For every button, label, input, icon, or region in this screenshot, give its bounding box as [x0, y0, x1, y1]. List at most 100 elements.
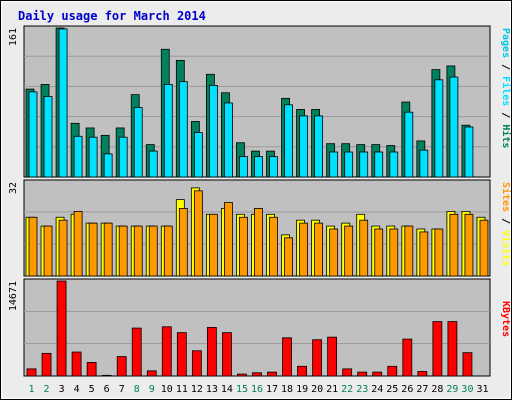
sites-bar — [148, 225, 158, 277]
x-tick-label: 25 — [386, 384, 398, 395]
x-tick-label: 19 — [296, 384, 308, 395]
kbytes-bar — [327, 336, 338, 377]
files-bar — [193, 132, 203, 178]
x-tick-label: 17 — [266, 384, 278, 395]
kbytes-bar — [176, 332, 187, 377]
x-tick-label: 2 — [44, 384, 50, 395]
kbytes-bar — [282, 337, 292, 377]
kbytes-bar — [252, 372, 262, 377]
x-tick-label: 31 — [476, 384, 488, 395]
sites-bar — [103, 222, 113, 277]
kbytes-bar — [297, 365, 307, 377]
kbytes-bar — [402, 338, 413, 377]
x-tick-label: 11 — [176, 384, 188, 395]
kbytes-bar — [372, 371, 383, 377]
files-bar — [133, 107, 143, 178]
sites-bar — [224, 202, 233, 277]
x-tick-label: 12 — [191, 384, 203, 395]
series-legend: Sites / Visits — [500, 182, 512, 266]
x-tick-label: 20 — [311, 384, 323, 395]
kbytes-bar — [71, 351, 82, 377]
x-tick-label: 26 — [401, 384, 413, 395]
files-bar — [404, 111, 414, 178]
kbytes-bar — [56, 280, 67, 377]
files-bar — [88, 136, 98, 178]
kbytes-bar — [116, 356, 127, 377]
files-bar — [359, 151, 369, 178]
legend-entry: / — [500, 106, 511, 124]
files-bar — [73, 135, 83, 178]
files-bar — [43, 96, 53, 178]
series-legend: KBytes — [500, 301, 511, 337]
kbytes-bar — [101, 374, 112, 377]
files-bar — [374, 151, 384, 178]
files-bar — [314, 115, 324, 178]
y-max-label: 14671 — [8, 281, 19, 311]
kbytes-bar — [447, 321, 458, 377]
x-tick-label: 18 — [281, 384, 293, 395]
kbytes-bar — [342, 368, 353, 377]
x-tick-label: 5 — [89, 384, 95, 395]
x-tick-label: 14 — [221, 384, 233, 395]
kbytes-bar — [267, 371, 277, 377]
files-bar — [254, 156, 263, 178]
kbytes-bar — [237, 373, 247, 377]
files-bar — [28, 91, 38, 178]
x-tick-label: 15 — [236, 384, 248, 395]
kbytes-bar — [41, 352, 52, 377]
legend-entry: Hits — [500, 124, 512, 148]
kbytes-bar — [86, 362, 97, 377]
files-bar — [284, 104, 293, 178]
files-bar — [329, 151, 339, 178]
files-bar — [103, 153, 113, 178]
kbytes-bar — [432, 321, 443, 377]
sites-bar — [28, 216, 38, 277]
kbytes-bar — [191, 350, 202, 377]
legend-entry: / — [500, 58, 511, 76]
bars — [25, 27, 489, 377]
sites-bar — [163, 225, 173, 277]
files-bar — [163, 84, 173, 178]
x-tick-label: 10 — [161, 384, 173, 395]
sites-bar — [118, 225, 128, 277]
sites-bar — [239, 216, 248, 277]
bottom-plot-area — [23, 278, 491, 377]
x-tick-label: 29 — [446, 384, 458, 395]
sites-bar — [73, 210, 83, 277]
x-tick-label: 22 — [341, 384, 353, 395]
files-bar — [208, 84, 218, 178]
kbytes-bar — [417, 371, 428, 377]
files-bar — [434, 79, 444, 178]
sites-bar — [479, 219, 489, 277]
sites-bar — [58, 219, 68, 277]
files-bar — [239, 156, 248, 178]
x-tick-label: 7 — [119, 384, 125, 395]
sites-bar — [404, 225, 414, 277]
x-tick-label: 4 — [74, 384, 80, 395]
sites-bar — [374, 228, 384, 277]
files-bar — [58, 28, 68, 178]
sites-bar — [88, 222, 98, 277]
x-tick-label: 9 — [149, 384, 155, 395]
legend-entry: / — [500, 212, 511, 230]
files-bar — [449, 76, 459, 178]
legend-entry: Pages — [500, 28, 511, 58]
files-bar — [224, 102, 233, 178]
kbytes-bar — [131, 327, 142, 377]
files-bar — [464, 126, 474, 178]
x-tick-label: 1 — [29, 384, 35, 395]
kbytes-bar — [357, 371, 368, 377]
files-bar — [118, 136, 128, 178]
sites-bar — [329, 228, 339, 277]
kbytes-bar — [206, 327, 217, 377]
y-max-label: 32 — [8, 182, 19, 194]
kbytes-bar — [26, 368, 37, 377]
sites-bar — [43, 225, 53, 277]
x-tick-label: 13 — [206, 384, 218, 395]
sites-bar — [193, 190, 203, 277]
x-tick-label: 28 — [431, 384, 443, 395]
kbytes-bar — [222, 332, 232, 377]
sites-bar — [344, 225, 354, 277]
legend-entry: Sites — [500, 182, 512, 212]
